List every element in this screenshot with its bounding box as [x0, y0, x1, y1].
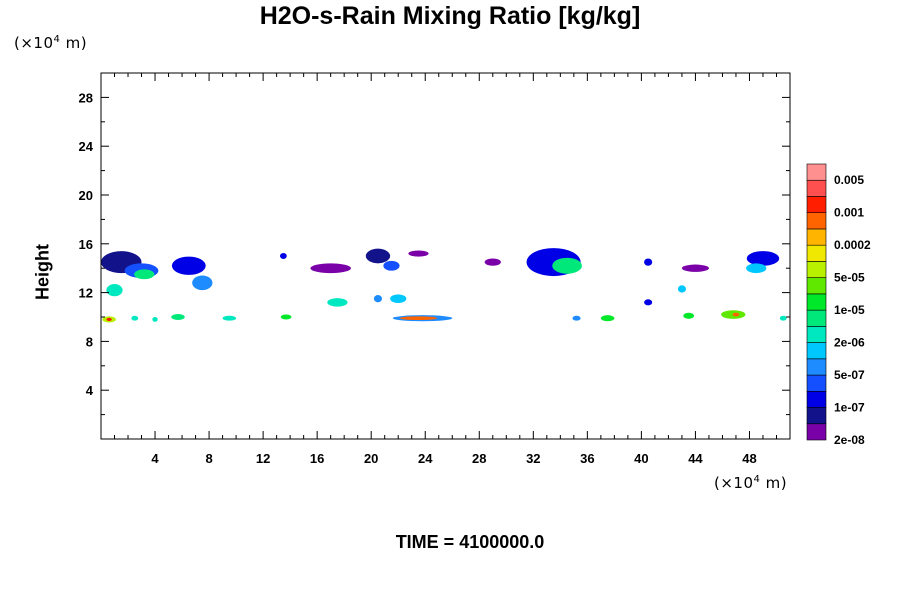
- x-tick-label: 8: [205, 451, 212, 466]
- colorbar-label: 2e-06: [834, 336, 865, 350]
- data-cell-9: [383, 260, 400, 271]
- y-unit-label: (×104 m): [14, 34, 88, 52]
- colorbar-swatch: [806, 358, 827, 376]
- y-tick-label: 16: [79, 237, 93, 252]
- data-cell-30: [572, 315, 581, 321]
- colorbar-label: 5e-07: [834, 368, 865, 382]
- colorbar-swatch: [806, 244, 827, 262]
- colorbar-swatch: [806, 326, 827, 343]
- colorbar-swatch: [806, 228, 827, 246]
- x-tick-label: 36: [580, 451, 594, 466]
- colorbar-label: 5e-05: [834, 271, 865, 285]
- plot-data-layer: [101, 248, 787, 323]
- colorbar-swatch: [806, 293, 827, 311]
- data-cell-15: [681, 264, 709, 272]
- data-cell-13: [484, 258, 501, 266]
- y-tick-label: 20: [79, 188, 93, 203]
- data-cell-8: [365, 248, 391, 264]
- y-tick-label: 4: [86, 383, 94, 398]
- x-tick-label: 28: [472, 451, 486, 466]
- colorbar-swatch: [806, 423, 827, 441]
- colorbar-swatch: [806, 179, 827, 197]
- chart-title: H2O-s-Rain Mixing Ratio [kg/kg]: [259, 2, 641, 30]
- data-cell-22: [399, 316, 438, 321]
- time-label: TIME = 4100000.0: [395, 532, 545, 552]
- data-cell-19: [373, 295, 383, 303]
- data-cell-17: [746, 263, 767, 274]
- colorbar-label: 2e-08: [834, 433, 865, 447]
- data-cell-16: [746, 251, 780, 266]
- data-cell-20: [390, 294, 407, 303]
- data-cell-3: [171, 256, 206, 275]
- data-cell-5: [106, 284, 123, 297]
- data-cell-31: [600, 315, 615, 322]
- colorbar-swatch: [806, 212, 827, 230]
- data-cell-36: [732, 312, 740, 317]
- colorbar-swatch: [806, 390, 827, 408]
- x-unit-label: (×104 m): [714, 474, 788, 492]
- y-tick-label: 24: [79, 139, 94, 154]
- data-cell-32: [644, 299, 653, 306]
- data-cell-24: [106, 317, 112, 321]
- data-cell-2: [134, 269, 155, 280]
- data-cell-27: [171, 313, 185, 321]
- colorbar-swatch: [806, 309, 827, 327]
- colorbar-swatch: [806, 163, 827, 181]
- plot-frame: [100, 72, 791, 440]
- colorbar-swatch: [806, 374, 827, 392]
- colorbar-label: 0.005: [834, 173, 864, 187]
- colorbar: 0.005 0.001 0.0002 5e-05 1e-05 2e-06 5e-07 1e-0…: [806, 163, 871, 447]
- x-tick-label: 20: [364, 451, 378, 466]
- data-cell-14: [644, 258, 653, 266]
- colorbar-swatch: [806, 261, 827, 278]
- data-cell-18: [327, 298, 348, 307]
- data-cell-33: [677, 285, 686, 293]
- colorbar-label: 1e-05: [834, 303, 865, 317]
- colorbar-swatch: [806, 196, 827, 214]
- data-cell-29: [280, 314, 292, 320]
- data-cell-34: [683, 312, 695, 319]
- y-tick-label: 12: [79, 286, 93, 301]
- x-tick-label: 48: [742, 451, 756, 466]
- data-cell-12: [552, 257, 582, 274]
- y-tick-label: 28: [79, 90, 93, 105]
- colorbar-label: 0.0002: [834, 238, 871, 252]
- colorbar-swatch: [806, 407, 827, 425]
- colorbar-swatch: [806, 277, 827, 295]
- data-cell-4: [192, 275, 213, 291]
- data-cell-10: [408, 250, 429, 257]
- x-tick-label: 24: [418, 451, 433, 466]
- colorbar-label: 1e-07: [834, 401, 865, 415]
- data-cell-6: [280, 252, 287, 260]
- data-cell-26: [152, 317, 158, 322]
- x-tick-label: 16: [310, 451, 324, 466]
- data-cell-37: [779, 315, 787, 321]
- data-cell-7: [310, 263, 351, 274]
- colorbar-swatch: [806, 342, 827, 360]
- data-cell-28: [222, 315, 237, 321]
- colorbar-label: 0.001: [834, 206, 864, 220]
- data-cell-25: [131, 315, 139, 321]
- x-tick-label: 12: [256, 451, 270, 466]
- x-tick-label: 40: [634, 451, 648, 466]
- y-tick-label: 8: [86, 334, 93, 349]
- x-tick-label: 44: [688, 451, 703, 466]
- x-tick-label: 4: [151, 451, 159, 466]
- x-tick-label: 32: [526, 451, 540, 466]
